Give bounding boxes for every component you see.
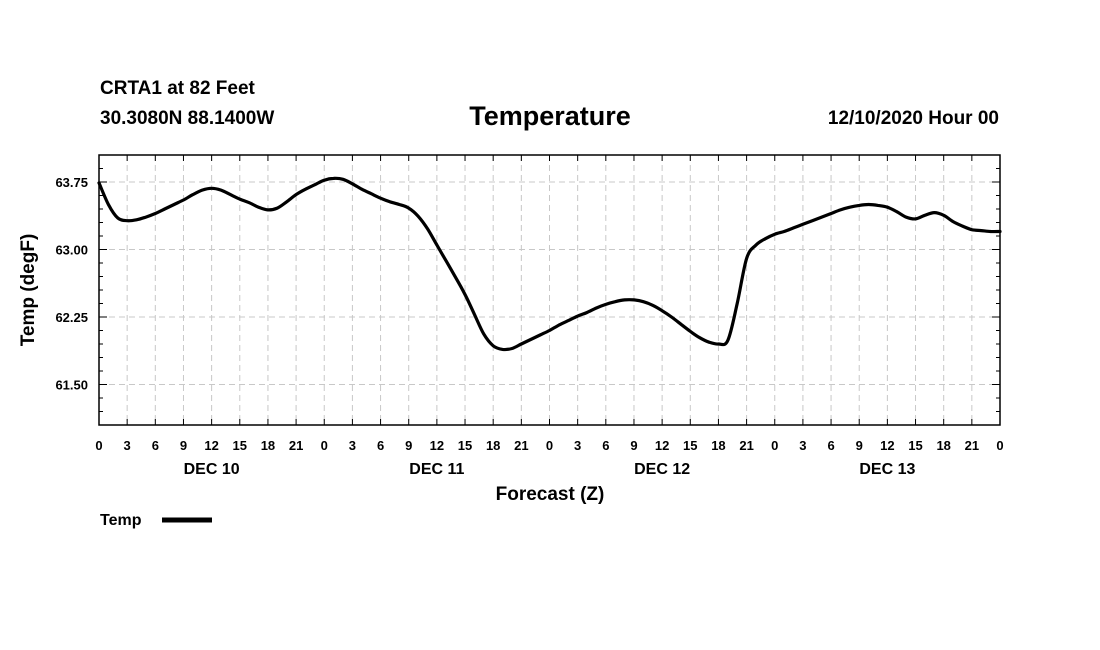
y-tick-label: 63.75 <box>55 175 88 190</box>
y-tick-label: 62.25 <box>55 310 88 325</box>
x-tick-label: 0 <box>771 438 778 453</box>
x-tick-label: 18 <box>261 438 275 453</box>
x-tick-label: 12 <box>655 438 669 453</box>
x-tick-label: 3 <box>799 438 806 453</box>
x-tick-label: 9 <box>405 438 412 453</box>
day-labels: DEC 10 DEC 11 DEC 12 DEC 13 <box>184 461 916 478</box>
x-tick-label: 3 <box>349 438 356 453</box>
x-tick-label: 12 <box>204 438 218 453</box>
y-tick-label: 63.00 <box>55 243 88 258</box>
x-tick-label: 15 <box>233 438 247 453</box>
x-tick-label: 0 <box>95 438 102 453</box>
x-tick-labels: 0 3 6 9 12 15 18 21 0 3 6 9 12 15 18 21 0 3 6 9 12 15 18 21 0 3 6 9… <box>95 438 1003 453</box>
x-tick-label: 3 <box>574 438 581 453</box>
x-tick-label: 3 <box>124 438 131 453</box>
location-label: 30.3080N 88.1400W <box>100 108 274 129</box>
x-tick-label: 15 <box>458 438 472 453</box>
x-tick-label: 6 <box>377 438 384 453</box>
y-tick-labels: 61.50 62.25 63.00 63.75 <box>55 175 88 393</box>
x-tick-label: 0 <box>546 438 553 453</box>
x-tick-label: 21 <box>965 438 979 453</box>
x-axis-title: Forecast (Z) <box>496 484 605 505</box>
y-axis-title: Temp (degF) <box>18 234 39 347</box>
x-tick-label: 0 <box>321 438 328 453</box>
x-tick-label: 15 <box>908 438 922 453</box>
grid <box>99 155 1000 425</box>
legend-label-temp: Temp <box>100 512 142 529</box>
x-tick-label: 6 <box>827 438 834 453</box>
x-tick-label: 18 <box>936 438 950 453</box>
temp-series-line <box>97 176 1002 352</box>
day-label: DEC 11 <box>409 461 464 478</box>
x-tick-label: 18 <box>486 438 500 453</box>
day-label: DEC 12 <box>634 461 690 478</box>
x-tick-label: 18 <box>711 438 725 453</box>
x-tick-label: 21 <box>739 438 753 453</box>
plot-frame <box>98 154 1001 426</box>
x-tick-label: 12 <box>430 438 444 453</box>
x-tick-label: 12 <box>880 438 894 453</box>
x-tick-label: 0 <box>996 438 1003 453</box>
x-tick-label: 21 <box>289 438 303 453</box>
y-tick-label: 61.50 <box>55 378 88 393</box>
day-label: DEC 13 <box>859 461 915 478</box>
chart-title: Temperature <box>469 101 631 131</box>
x-tick-label: 6 <box>152 438 159 453</box>
run-time-label: 12/10/2020 Hour 00 <box>828 108 999 129</box>
x-tick-label: 9 <box>180 438 187 453</box>
legend: Temp <box>100 512 212 529</box>
x-tick-label: 21 <box>514 438 528 453</box>
station-label: CRTA1 at 82 Feet <box>100 78 256 99</box>
x-tick-label: 9 <box>856 438 863 453</box>
day-label: DEC 10 <box>184 461 240 478</box>
x-tick-label: 9 <box>630 438 637 453</box>
x-tick-label: 15 <box>683 438 697 453</box>
x-tick-label: 6 <box>602 438 609 453</box>
